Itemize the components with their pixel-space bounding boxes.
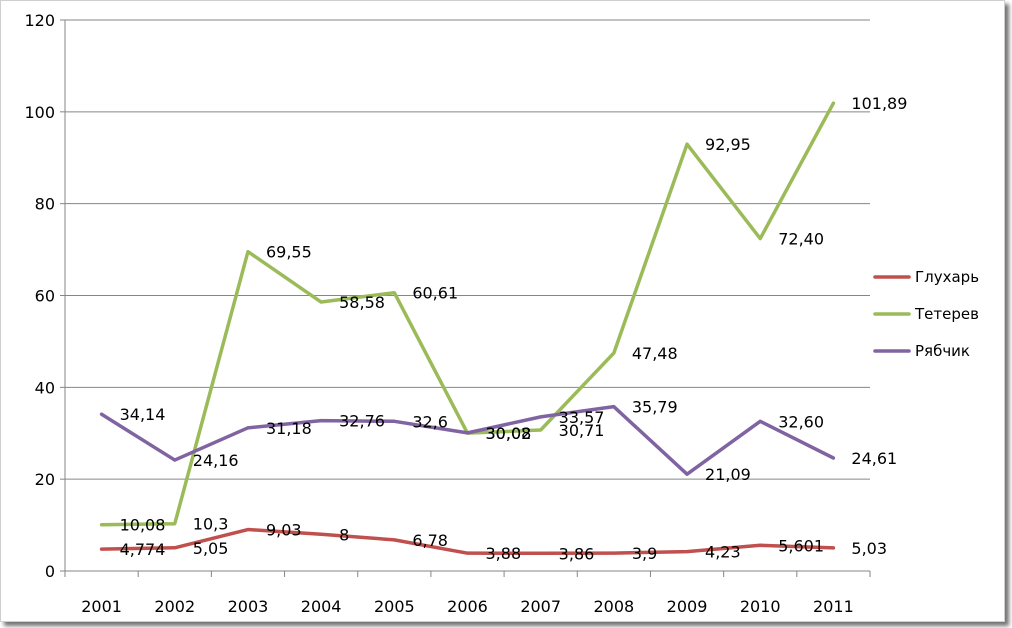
data-label: 101,89 <box>851 94 907 113</box>
data-label: 24,16 <box>193 451 239 470</box>
data-label: 30,71 <box>559 421 605 440</box>
data-label: 3,88 <box>486 544 522 563</box>
series-line-3 <box>99 404 836 476</box>
data-label: 58,58 <box>339 293 385 312</box>
data-label: 9,03 <box>266 521 302 540</box>
legend-label: Глухарь <box>915 268 979 286</box>
data-label: 30,08 <box>486 424 532 443</box>
data-label: 10,08 <box>120 516 166 535</box>
x-tick-label: 2011 <box>813 597 854 616</box>
data-label: 5,601 <box>778 536 824 555</box>
data-label: 24,61 <box>851 449 897 468</box>
data-label: 21,09 <box>705 465 751 484</box>
x-tick-label: 2010 <box>740 597 781 616</box>
data-labels: 4,774 5,05 9,03 8 6,78 3,88 3,86 3,9 4,23 5,601 5,… <box>120 94 908 563</box>
series-lines <box>99 101 836 556</box>
x-tick-label: 2007 <box>520 597 561 616</box>
x-tick-label: 2006 <box>447 597 488 616</box>
x-tick-label: 2001 <box>81 597 122 616</box>
data-label: 4,23 <box>705 543 741 562</box>
data-label: 5,03 <box>851 539 887 558</box>
y-tick-label: 100 <box>24 103 55 122</box>
data-label: 32,76 <box>339 412 385 431</box>
data-label: 31,18 <box>266 419 312 438</box>
x-tick-label: 2005 <box>374 597 415 616</box>
legend: Глухарь Тетерев Рябчик <box>873 268 979 360</box>
data-label: 47,48 <box>632 344 678 363</box>
data-label: 8 <box>339 525 349 544</box>
y-tick-label: 40 <box>35 378 55 397</box>
data-label: 60,61 <box>412 284 458 303</box>
y-tick-label: 0 <box>45 562 55 581</box>
x-tick-label: 2004 <box>301 597 342 616</box>
data-label: 3,86 <box>559 544 595 563</box>
data-label: 35,79 <box>632 398 678 417</box>
data-label: 34,14 <box>120 405 166 424</box>
data-label: 10,3 <box>193 515 229 534</box>
gridlines <box>65 19 870 480</box>
data-label: 3,9 <box>632 544 657 563</box>
y-tick-label: 80 <box>35 195 55 214</box>
axes: 0 20 40 60 80 100 120 2001 2002 2003 2004 2005 2006 2… <box>24 11 871 616</box>
data-label: 92,95 <box>705 135 751 154</box>
x-tick-label: 2008 <box>594 597 635 616</box>
line-chart: 0 20 40 60 80 100 120 2001 2002 2003 2004 2005 2006 2… <box>24 11 979 616</box>
data-label: 69,55 <box>266 243 312 262</box>
legend-label: Тетерев <box>914 305 979 323</box>
x-tick-label: 2003 <box>228 597 269 616</box>
data-label: 4,774 <box>120 540 166 559</box>
data-label: 6,78 <box>412 531 448 550</box>
y-tick-label: 20 <box>35 470 55 489</box>
y-tick-label: 120 <box>24 11 55 30</box>
data-label: 32,6 <box>412 412 448 431</box>
legend-label: Рябчик <box>915 342 970 360</box>
data-label: 72,40 <box>778 230 824 249</box>
data-label: 32,60 <box>778 412 824 431</box>
series-line-1 <box>99 527 836 556</box>
y-tick-label: 60 <box>35 287 55 306</box>
x-tick-label: 2002 <box>154 597 195 616</box>
data-label: 33,57 <box>559 408 605 427</box>
data-label: 5,05 <box>193 539 229 558</box>
data-label: 30,02 <box>486 424 532 443</box>
x-tick-label: 2009 <box>667 597 708 616</box>
